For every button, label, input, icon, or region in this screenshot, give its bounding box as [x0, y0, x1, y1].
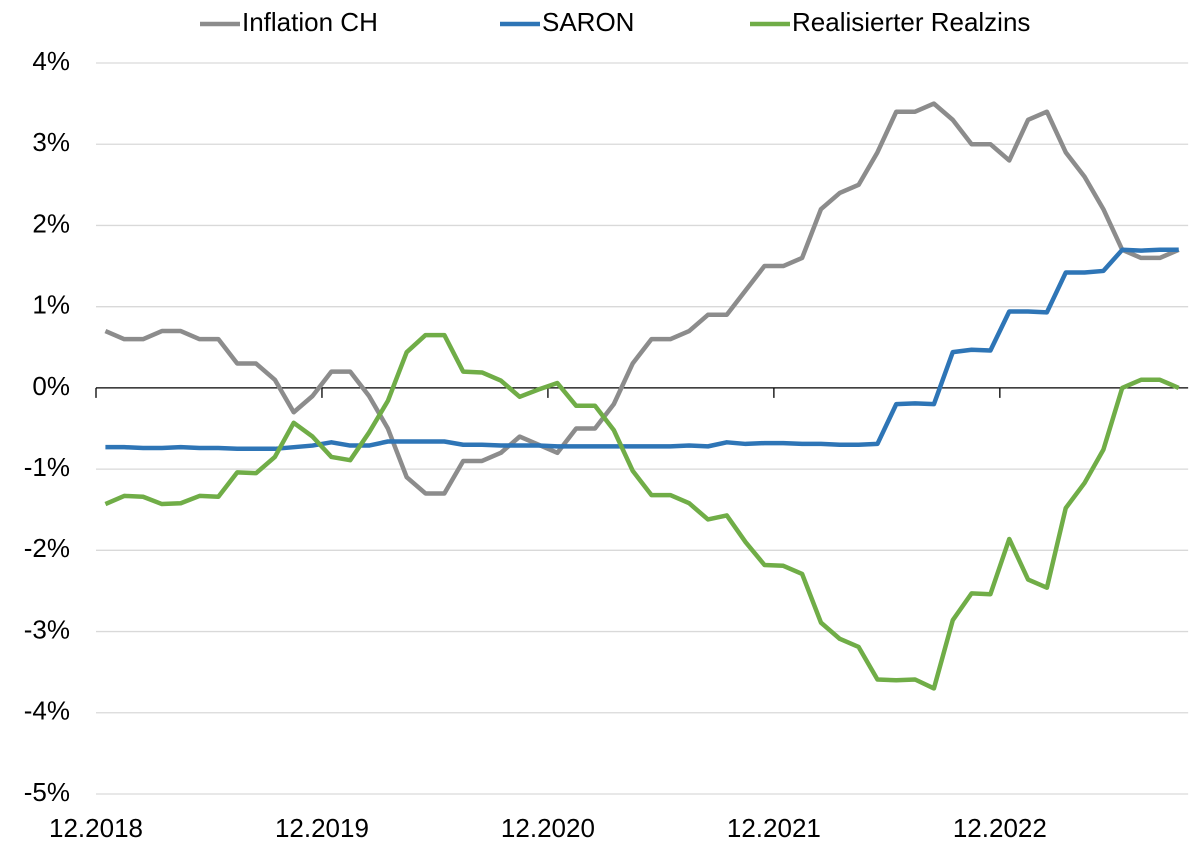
- y-tick-label: 1%: [32, 290, 70, 320]
- y-tick-label: -1%: [24, 452, 70, 482]
- x-tick-label: 12.2019: [275, 813, 369, 843]
- x-tick-label: 12.2022: [953, 813, 1047, 843]
- series-line: [104, 101, 1180, 496]
- series-line: [104, 332, 1180, 691]
- y-tick-label: -5%: [24, 777, 70, 807]
- y-tick-label: 3%: [32, 127, 70, 157]
- y-tick-label: 0%: [32, 371, 70, 401]
- series-line: [105, 247, 1179, 452]
- y-tick-label: 2%: [32, 208, 70, 238]
- x-tick-label: 12.2021: [727, 813, 821, 843]
- y-tick-label: -2%: [24, 533, 70, 563]
- legend-label: Realisierter Realzins: [792, 7, 1030, 37]
- legend-label: SARON: [542, 7, 634, 37]
- x-tick-label: 12.2018: [49, 813, 143, 843]
- y-tick-label: -3%: [24, 614, 70, 644]
- x-tick-label: 12.2020: [501, 813, 595, 843]
- y-tick-label: 4%: [32, 46, 70, 76]
- legend-label: Inflation CH: [242, 7, 378, 37]
- y-tick-label: -4%: [24, 696, 70, 726]
